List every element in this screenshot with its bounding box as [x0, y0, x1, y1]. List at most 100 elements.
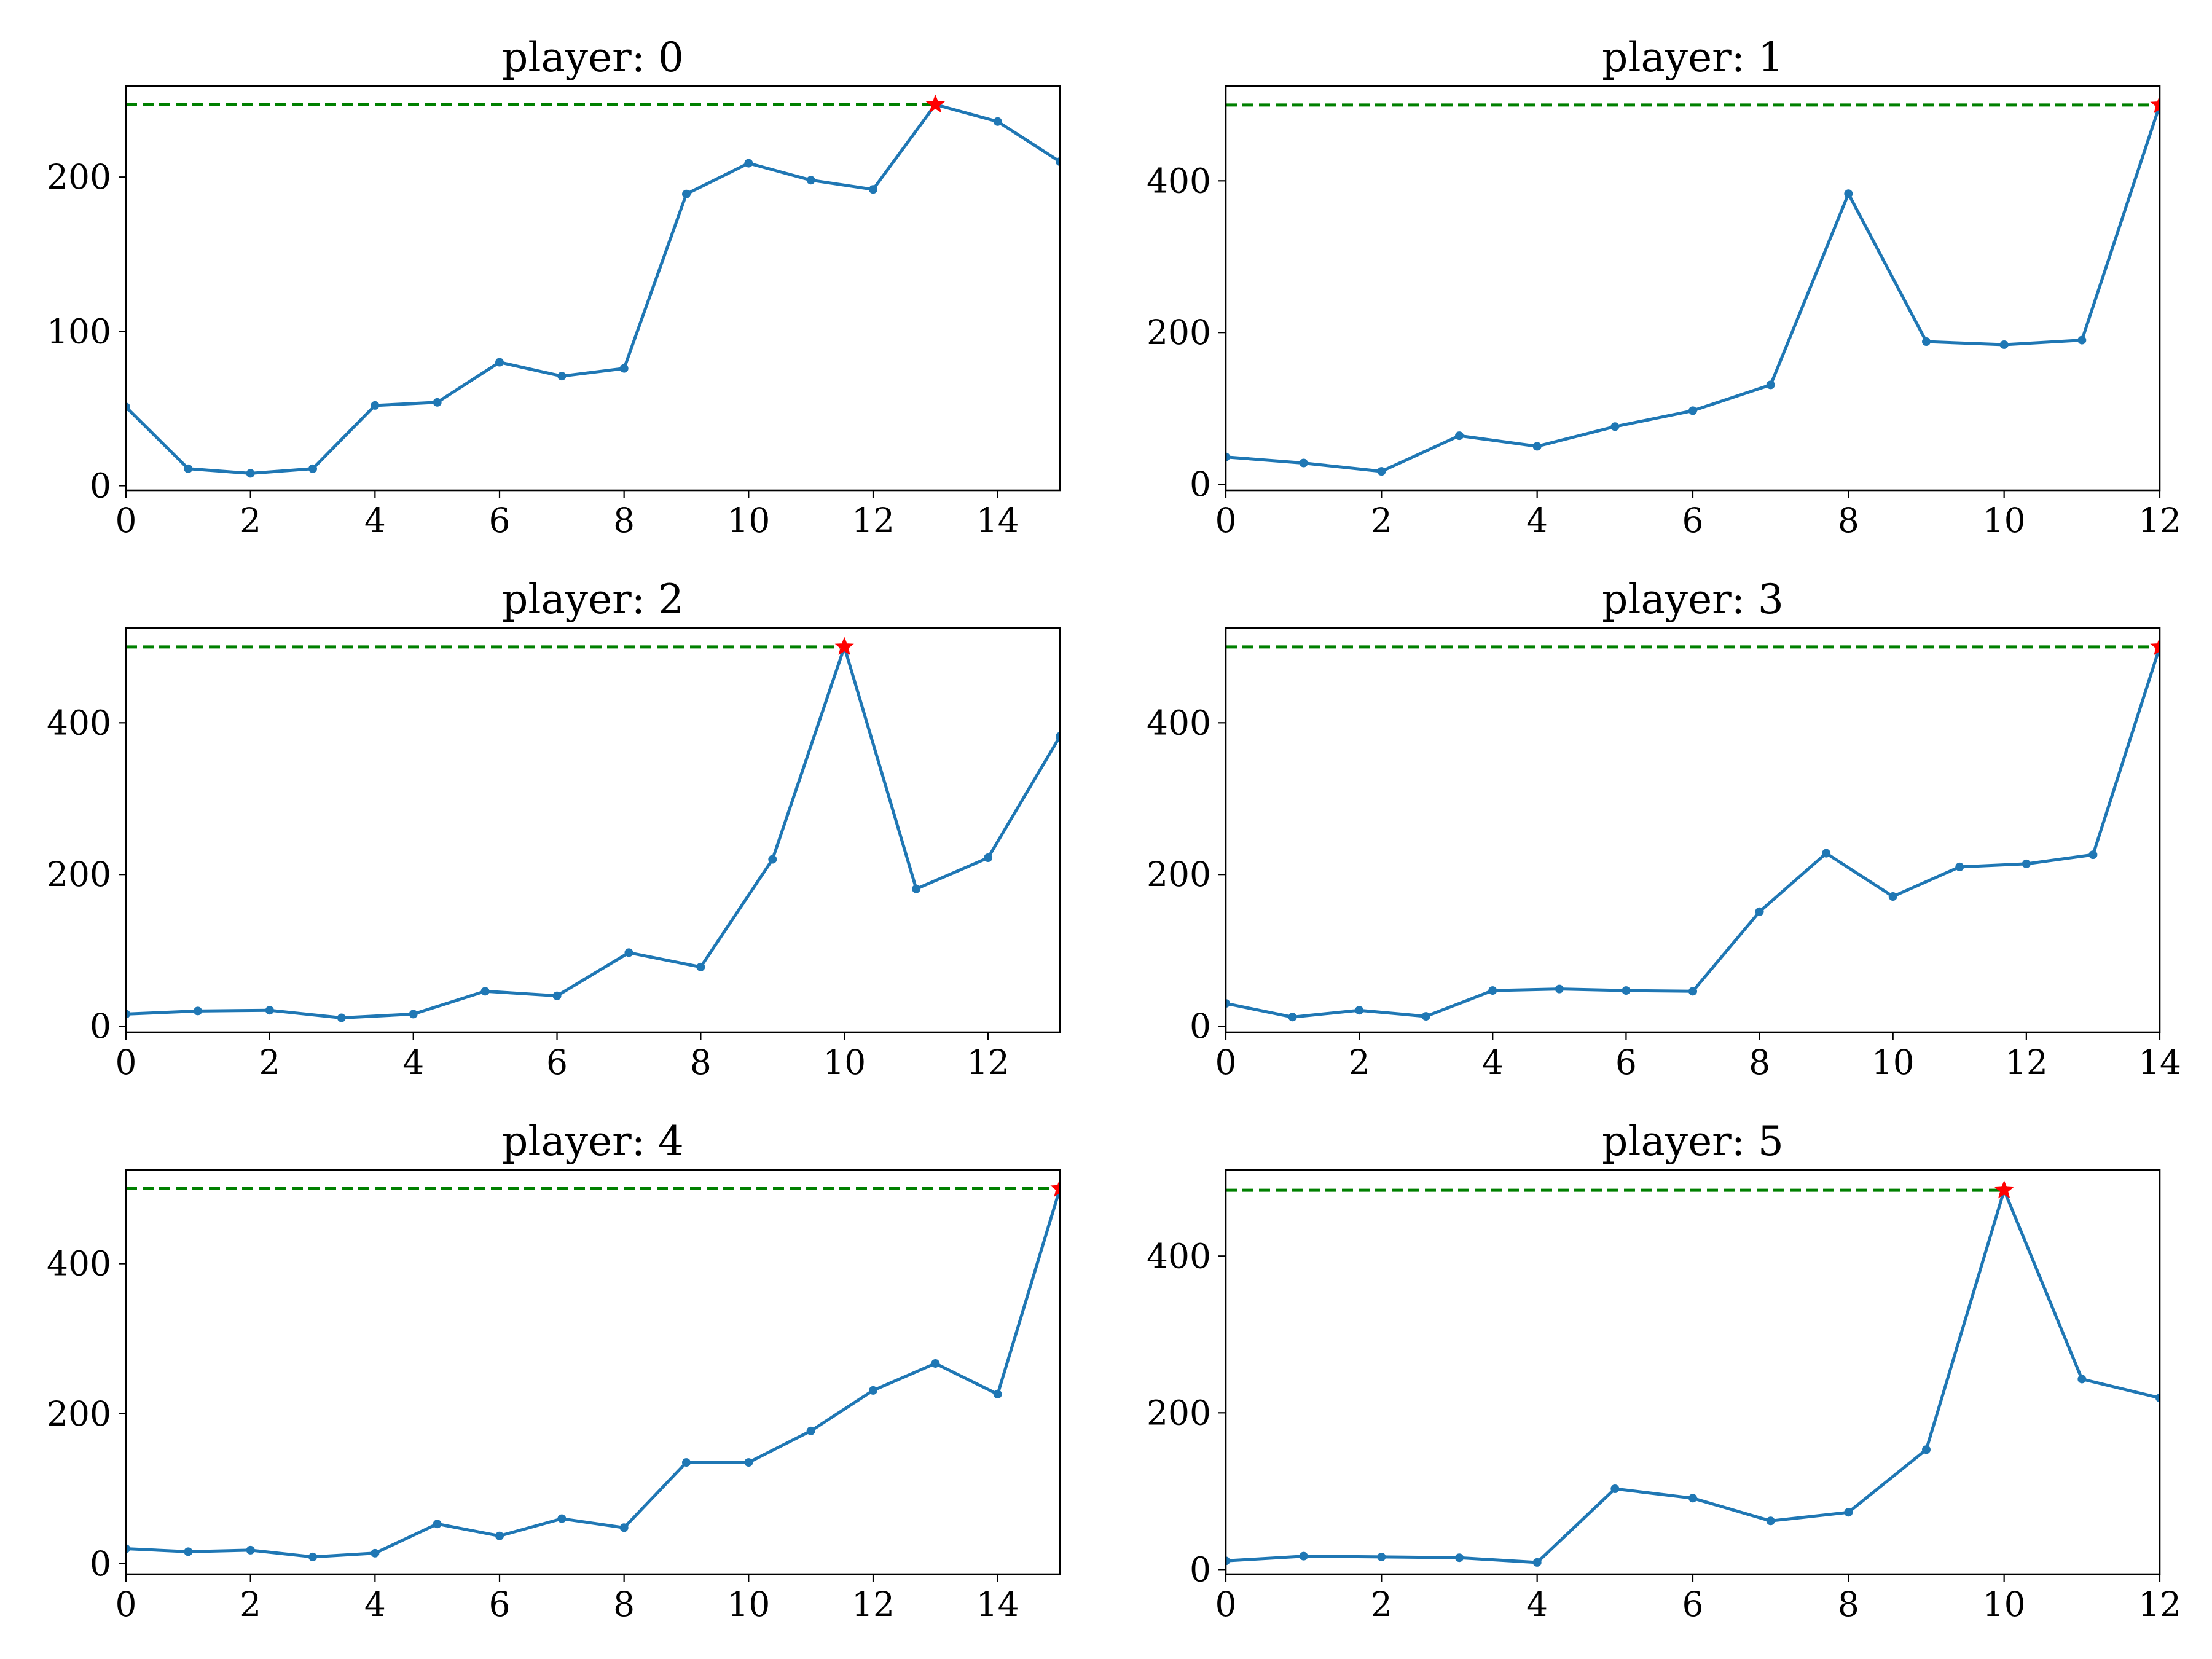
axes-frame [1225, 85, 2161, 492]
x-tick-label: 4 [402, 1043, 424, 1082]
x-tick-label: 14 [976, 1585, 1019, 1624]
data-point [552, 991, 562, 1000]
y-tick-label: 200 [47, 157, 111, 197]
chart-title: player: 4 [502, 1118, 684, 1165]
data-point [557, 372, 567, 381]
x-tick-label: 8 [690, 1043, 712, 1082]
data-point [806, 176, 815, 185]
data-point [1688, 987, 1697, 996]
series-line [126, 1188, 1060, 1559]
peak-marker [2150, 637, 2160, 656]
data-point [184, 464, 193, 473]
axes-frame [125, 627, 1061, 1033]
x-tick-label: 0 [1215, 1585, 1237, 1624]
x-tick-label: 6 [489, 501, 511, 540]
peak-marker [925, 94, 945, 113]
data-point [495, 358, 504, 367]
x-tick-label: 2 [1349, 1043, 1370, 1082]
data-point [619, 364, 629, 373]
y-tick-label: 0 [90, 1544, 111, 1583]
data-point [193, 1006, 202, 1016]
data-point [806, 1426, 815, 1435]
data-point [1455, 1553, 1464, 1563]
y-tick-label: 400 [47, 703, 111, 742]
data-point [984, 853, 993, 863]
data-point [1421, 1012, 1430, 1021]
data-point [246, 1545, 255, 1555]
data-point [1532, 1558, 1542, 1567]
data-point [2077, 335, 2087, 345]
data-point [912, 884, 921, 893]
x-tick-label: 4 [364, 501, 386, 540]
axes-frame [1225, 627, 2161, 1033]
peak-marker [834, 637, 854, 656]
plot-area [1226, 637, 2160, 1022]
data-point [2022, 859, 2031, 868]
y-tick-label: 400 [1147, 1236, 1211, 1276]
data-point [1226, 999, 1230, 1008]
data-point [1299, 1551, 1308, 1561]
data-point [409, 1010, 418, 1019]
x-tick-label: 10 [727, 501, 770, 540]
data-point [869, 185, 877, 194]
y-tick-label: 400 [1147, 703, 1211, 742]
subplot-2: player: 2 0 2 4 6 8 10 12 0 200 400 [47, 576, 1061, 1082]
data-point [1766, 380, 1775, 390]
x-tick-label: 8 [1838, 1585, 1859, 1624]
series-line [126, 103, 1060, 475]
data-point [993, 1390, 1002, 1399]
plot-area [126, 1179, 1060, 1561]
chart-title: player: 1 [1602, 34, 1784, 81]
peak-marker [1994, 1180, 2014, 1199]
series-line [126, 645, 1060, 1019]
x-tick-label: 8 [613, 501, 635, 540]
peak-marker [2150, 95, 2160, 114]
axes-frame [125, 1169, 1061, 1575]
data-point [869, 1386, 877, 1395]
data-point [337, 1013, 346, 1022]
x-tick-label: 8 [613, 1585, 635, 1624]
data-point [696, 962, 705, 971]
x-tick-label: 0 [116, 1585, 137, 1624]
data-point [126, 1544, 130, 1553]
data-point [2088, 850, 2098, 860]
x-tick-label: 14 [976, 501, 1019, 540]
data-point [433, 1520, 442, 1529]
data-point [744, 159, 753, 168]
data-point [619, 1523, 629, 1532]
chart-title: player: 0 [502, 34, 684, 81]
x-tick-label: 10 [727, 1585, 770, 1624]
data-point [1922, 1445, 1931, 1454]
data-point [1056, 732, 1060, 741]
data-point [1555, 984, 1564, 994]
x-tick-label: 12 [2138, 1585, 2181, 1624]
data-point [1610, 1484, 1620, 1494]
peak-marker [1050, 1179, 1060, 1197]
subplot-5: player: 5 0 2 4 6 8 10 12 0 200 400 [1147, 1118, 2181, 1624]
x-tick-label: 2 [1371, 1585, 1392, 1624]
x-tick-label: 0 [116, 1043, 137, 1082]
x-tick-label: 4 [1526, 501, 1548, 540]
x-tick-label: 10 [1872, 1043, 1915, 1082]
data-point [184, 1547, 193, 1556]
x-tick-label: 2 [240, 1585, 261, 1624]
data-point [371, 1548, 380, 1558]
axes-frame [125, 85, 1061, 492]
x-tick-label: 10 [823, 1043, 866, 1082]
data-point [931, 1359, 940, 1368]
chart-title: player: 3 [1602, 576, 1784, 623]
data-point [624, 948, 633, 957]
data-point [1056, 157, 1060, 167]
x-tick-label: 2 [1371, 501, 1392, 540]
x-tick-label: 0 [116, 501, 137, 540]
data-point [1299, 458, 1308, 468]
data-point [265, 1006, 274, 1015]
data-point [1822, 849, 1831, 858]
data-point [1488, 986, 1497, 995]
data-point [308, 464, 317, 473]
y-tick-label: 200 [1147, 313, 1211, 352]
x-tick-label: 2 [240, 501, 261, 540]
data-point [246, 469, 255, 478]
x-tick-label: 6 [1682, 1585, 1704, 1624]
